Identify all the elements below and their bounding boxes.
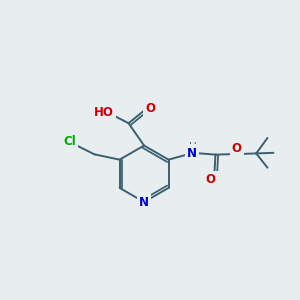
Text: N: N [187,147,197,160]
Text: Cl: Cl [64,135,76,148]
Text: O: O [145,102,155,115]
Text: HO: HO [94,106,114,119]
Text: O: O [206,173,215,186]
Text: N: N [139,196,149,208]
Text: O: O [232,142,242,154]
Text: H: H [189,142,197,152]
